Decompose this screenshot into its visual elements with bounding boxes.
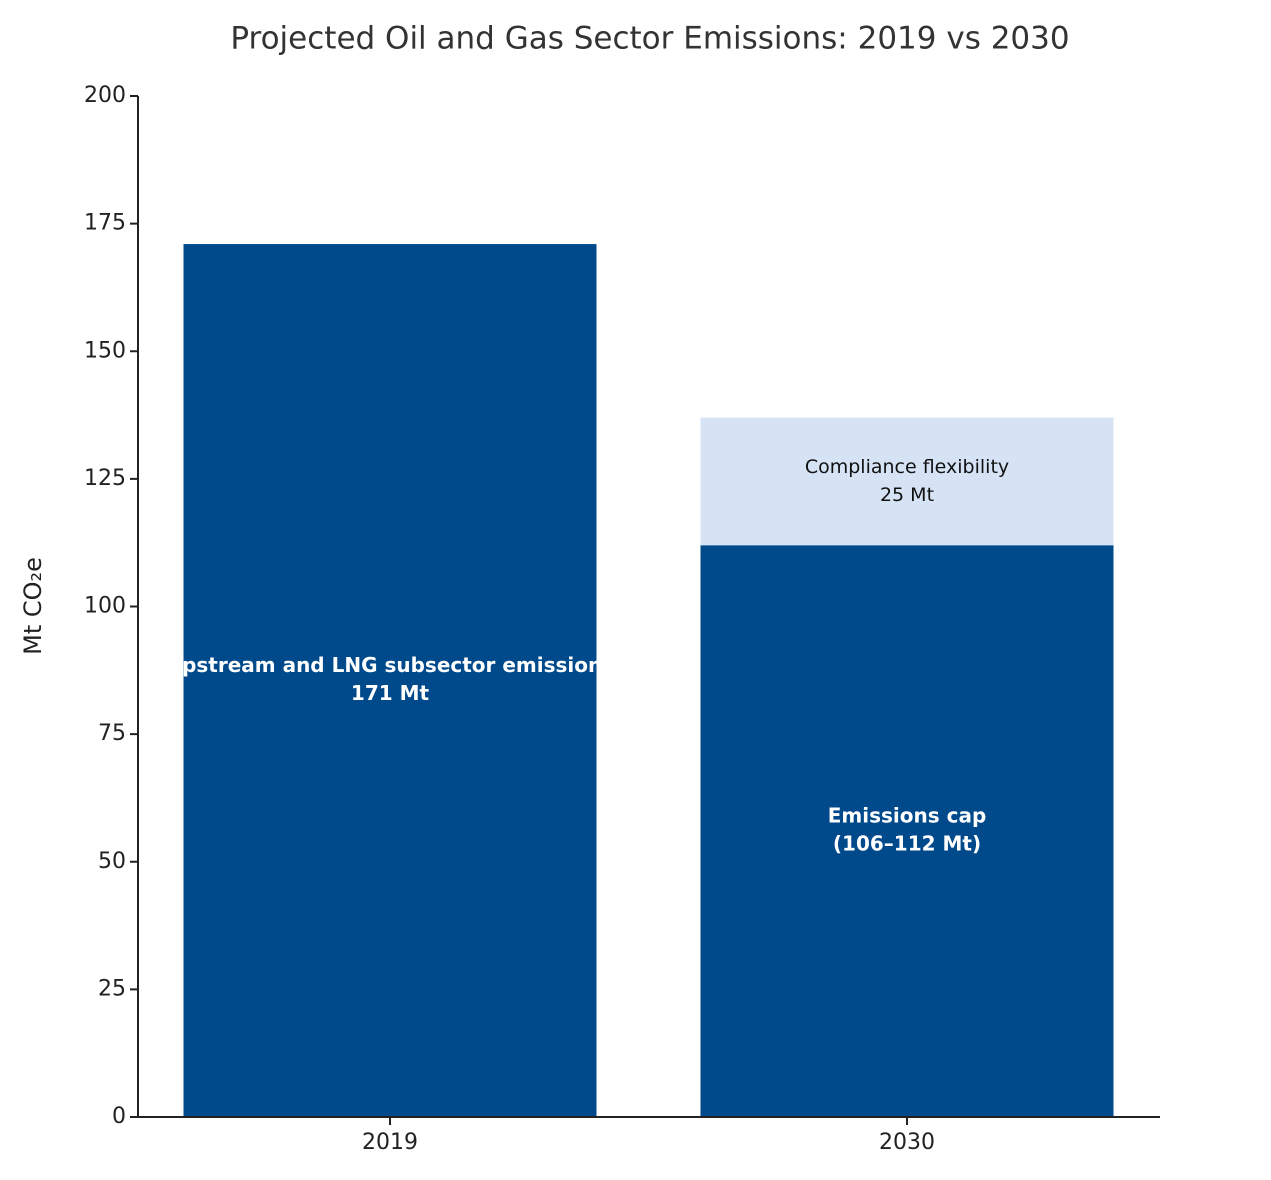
x-tick-label: 2030 bbox=[879, 1130, 935, 1155]
chart-title: Projected Oil and Gas Sector Emissions: … bbox=[230, 21, 1069, 57]
segment-label: Emissions cap (106–112 Mt) bbox=[828, 804, 987, 856]
y-tick-label: 25 bbox=[98, 976, 126, 1001]
segment-label-line: Compliance flexibility bbox=[805, 456, 1009, 478]
segment-label: Compliance flexibility 25 Mt bbox=[805, 456, 1009, 506]
bar-segment bbox=[183, 244, 597, 1118]
segment-label: Upstream and LNG subsector emissions 171 … bbox=[166, 653, 614, 705]
y-tick-label: 75 bbox=[98, 721, 126, 746]
bar-segment bbox=[700, 417, 1114, 546]
y-tick-label: 100 bbox=[84, 594, 126, 619]
segment-label-line: 25 Mt bbox=[880, 484, 934, 506]
segment-label-line: Emissions cap bbox=[828, 804, 987, 828]
x-tick-label: 2019 bbox=[362, 1130, 418, 1155]
bar-segment bbox=[700, 545, 1114, 1117]
y-tick-label: 150 bbox=[84, 338, 126, 363]
segment-label-line: (106–112 Mt) bbox=[833, 832, 981, 856]
y-tick-label: 200 bbox=[84, 83, 126, 108]
y-tick-label: 125 bbox=[84, 466, 126, 491]
y-tick-label: 175 bbox=[84, 211, 126, 236]
segment-label-line: Upstream and LNG subsector emissions bbox=[166, 653, 614, 677]
y-tick-label: 50 bbox=[98, 849, 126, 874]
y-tick-label: 0 bbox=[112, 1104, 126, 1129]
segment-label-line: 171 Mt bbox=[351, 681, 430, 705]
y-axis-label: Mt CO₂e bbox=[19, 557, 47, 655]
